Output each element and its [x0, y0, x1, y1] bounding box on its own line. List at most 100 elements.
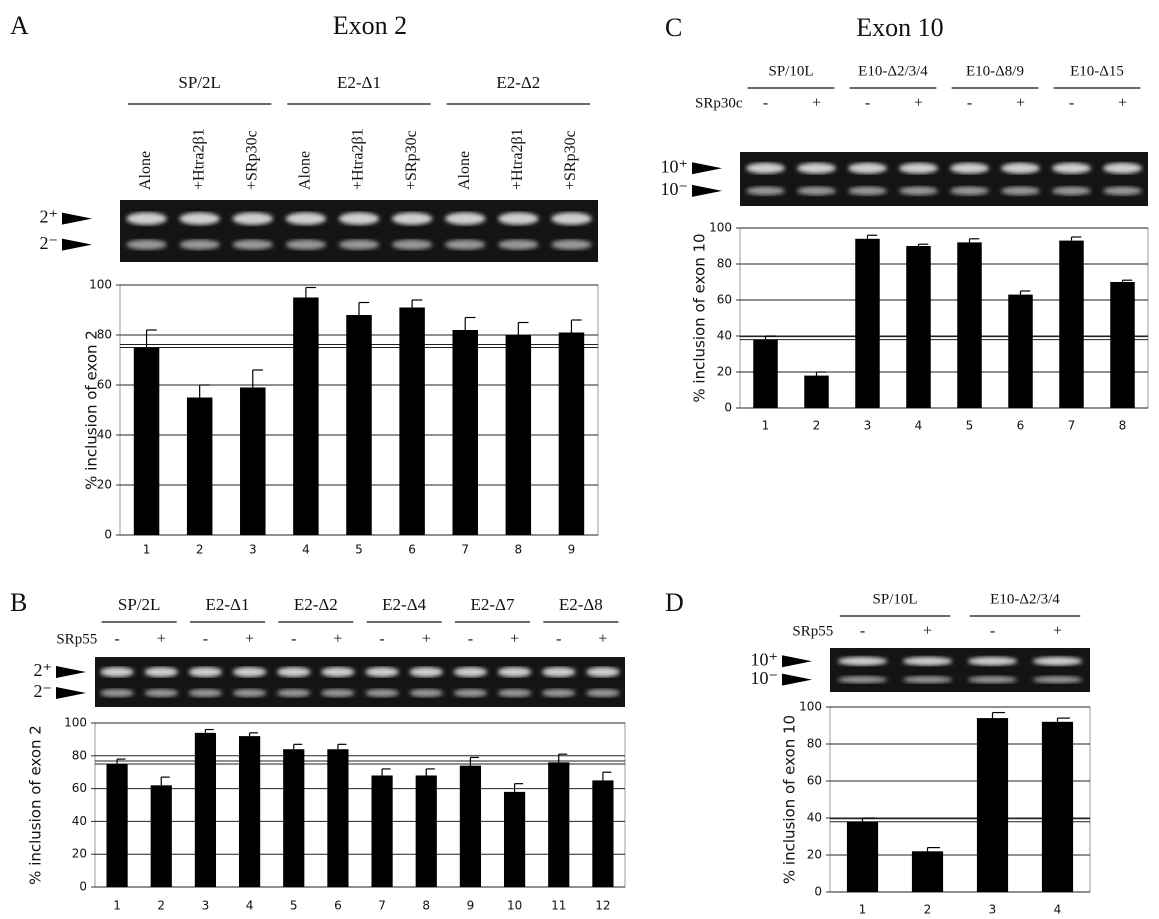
y-tick-label: 100 [709, 221, 732, 235]
lane-label: +SRp30c [243, 130, 260, 190]
gel-band [445, 240, 485, 250]
x-tick-label: 6 [1017, 419, 1025, 433]
gel-band [126, 240, 166, 250]
y-tick-label: 0 [79, 880, 87, 894]
lane-label: +Htra2β1 [350, 128, 367, 190]
x-tick-label: 12 [595, 899, 610, 913]
gel-band [100, 689, 134, 697]
group-label: E10-Δ8/9 [966, 63, 1024, 79]
bar [134, 348, 159, 536]
bar [912, 851, 943, 892]
x-tick-label: 8 [1119, 419, 1127, 433]
band-label: 2⁺ [33, 660, 52, 680]
group-label: E2-Δ7 [471, 595, 515, 614]
gel-band [899, 163, 938, 174]
x-tick-label: 2 [813, 419, 821, 433]
y-tick-label: 60 [72, 781, 87, 795]
gel-band [899, 187, 938, 196]
y-tick-label: 100 [64, 716, 87, 730]
gel [830, 648, 1090, 692]
sign: - [990, 623, 995, 640]
bar [1110, 282, 1134, 408]
sign: - [291, 631, 296, 648]
gel-band [838, 676, 887, 683]
bar [151, 785, 172, 887]
gel-band [392, 212, 432, 224]
group-label: E2-Δ8 [559, 595, 603, 614]
x-tick-label: 6 [408, 543, 416, 557]
gel-band [179, 212, 219, 224]
sign: + [422, 631, 431, 648]
plot-frame [740, 228, 1148, 408]
band-arrow [62, 213, 92, 225]
x-tick-label: 2 [157, 899, 165, 913]
y-tick-label: 100 [799, 700, 822, 714]
y-tick-label: 20 [807, 848, 822, 862]
y-tick-label: 60 [717, 293, 732, 307]
group-label: SP/2L [118, 595, 161, 614]
x-tick-label: 6 [334, 899, 342, 913]
lane-label: +Htra2β1 [509, 128, 526, 190]
sign: - [203, 631, 208, 648]
gel-band [968, 657, 1017, 666]
gel-band [409, 667, 443, 677]
sign: + [1053, 623, 1062, 640]
x-tick-label: 11 [551, 899, 566, 913]
x-tick-label: 9 [568, 543, 576, 557]
y-tick-label: 40 [807, 811, 822, 825]
band-label: 2⁺ [39, 207, 58, 227]
gel-band [1103, 187, 1142, 196]
gel-band [1052, 163, 1091, 174]
x-tick-label: 9 [467, 899, 475, 913]
gel-band [746, 187, 785, 196]
x-tick-label: 8 [515, 543, 523, 557]
gel-band [126, 212, 166, 224]
gel-band [454, 689, 488, 697]
x-tick-label: 4 [1054, 903, 1062, 917]
gel-band [551, 212, 591, 224]
sign: + [598, 631, 607, 648]
bar [1042, 722, 1073, 892]
bar [399, 308, 424, 536]
gel-band [542, 667, 576, 677]
lane-label: +SRp30c [562, 130, 579, 190]
treatment-label: SRp55 [56, 631, 97, 647]
lane-label: +Htra2β1 [190, 128, 207, 190]
gel-band [286, 212, 326, 224]
y-tick-label: 80 [72, 748, 87, 762]
bar [548, 762, 569, 887]
gel-band [542, 689, 576, 697]
bar [753, 340, 777, 408]
gel-band [365, 689, 399, 697]
sign: + [1118, 95, 1127, 112]
sign: - [556, 631, 561, 648]
sign: + [245, 631, 254, 648]
y-tick-label: 40 [72, 814, 87, 828]
bar [283, 749, 304, 887]
gel [120, 200, 598, 262]
sign: - [865, 95, 870, 112]
panel-title: Exon 10 [856, 13, 943, 42]
x-tick-label: 3 [249, 543, 257, 557]
x-tick-label: 7 [378, 899, 386, 913]
panel-letter: B [10, 588, 27, 617]
group-label: SP/2L [178, 73, 221, 92]
gel [95, 657, 625, 707]
group-label: E2-Δ4 [382, 595, 426, 614]
y-tick-label: 20 [72, 847, 87, 861]
gel-band [233, 689, 267, 697]
sign: + [333, 631, 342, 648]
group-label: E2-Δ1 [206, 595, 250, 614]
gel-band [189, 689, 223, 697]
gel-band [392, 240, 432, 250]
group-label: E2-Δ2 [294, 595, 338, 614]
sign: - [967, 95, 972, 112]
sign: + [914, 95, 923, 112]
band-label: 2⁻ [33, 681, 52, 701]
band-label: 2⁻ [39, 233, 58, 253]
y-tick-label: 80 [717, 257, 732, 271]
x-tick-label: 2 [196, 543, 204, 557]
bar [195, 733, 216, 887]
band-arrow [56, 687, 86, 699]
x-tick-label: 1 [143, 543, 151, 557]
